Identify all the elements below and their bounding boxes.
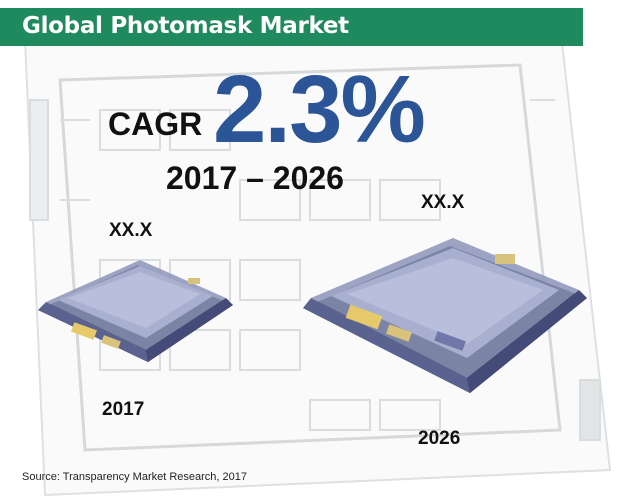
photomask-pod-large-image bbox=[303, 238, 587, 393]
cagr-value: 2.3% bbox=[213, 56, 426, 163]
market-value-2017: XX.X bbox=[109, 220, 153, 241]
year-label-2026: 2026 bbox=[418, 428, 461, 449]
year-label-2017: 2017 bbox=[102, 399, 145, 420]
title-banner: Global Photomask Market bbox=[0, 8, 583, 46]
page-title: Global Photomask Market bbox=[22, 13, 349, 39]
source-note: Source: Transparency Market Research, 20… bbox=[22, 471, 248, 483]
cagr-label: CAGR bbox=[108, 106, 203, 142]
forecast-period: 2017 – 2026 bbox=[166, 160, 344, 196]
market-value-2026: XX.X bbox=[421, 192, 465, 213]
photomask-pod-small-image bbox=[38, 260, 233, 362]
